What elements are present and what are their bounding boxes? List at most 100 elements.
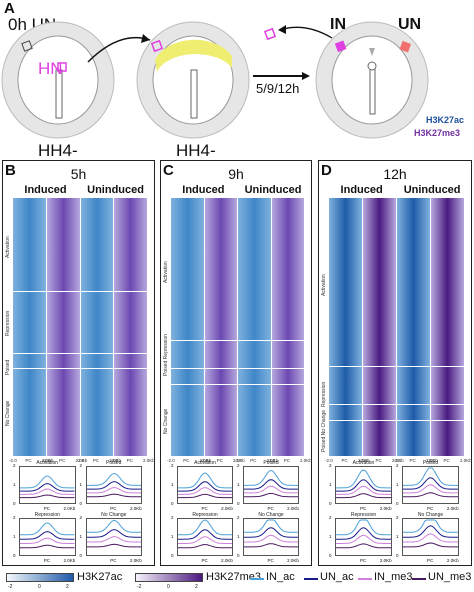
profile-plot-activation: Activation 2 1 0 PC 2.0Kb: [171, 460, 233, 511]
profile-y-tick: 0: [396, 553, 399, 558]
in-label: IN: [330, 16, 346, 33]
profile-curves: [244, 519, 298, 548]
profile-line-in_me3: [403, 533, 458, 543]
group-label: Repression: [5, 310, 11, 336]
axis-tick-label: 2.0Kb: [358, 458, 370, 463]
profile-curves: [244, 469, 298, 498]
profile-line-un_me3: [336, 543, 391, 549]
profile-line-un_ac: [336, 479, 391, 492]
profile-line-in_me3: [244, 485, 298, 494]
group-label: Activation: [5, 236, 11, 259]
profile-curves: [403, 519, 458, 548]
embryo-left: [1, 21, 115, 139]
heatmap-column-ac-induced: [171, 198, 204, 456]
profile-line-un_ac: [403, 525, 458, 538]
heatmap-column-me3-uninduced: [114, 198, 147, 456]
profile-curves: [86, 472, 141, 498]
profile-plot-title: Poised: [422, 460, 439, 466]
profile-line-in_me3: [336, 534, 391, 544]
axis-tick-label: 2.0Kb: [41, 458, 54, 463]
group-label: Activation: [163, 261, 169, 283]
axis-tick-label: 2.0Kb: [392, 458, 404, 463]
group-label: No Change: [163, 408, 169, 434]
hn-label: HN: [38, 59, 63, 78]
axis-tick-label: PC: [250, 458, 257, 463]
heatmap-column-me3-uninduced: [271, 198, 304, 456]
profile-plot-repression: Repression 2 1 0 PC 2.0Kb: [171, 512, 233, 563]
group-separator: [171, 339, 204, 341]
profile-y-tick: 1: [329, 534, 332, 539]
profile-x-tick: 2.0Kb: [379, 506, 392, 511]
profile-curves: [86, 519, 141, 548]
legend-swatch-in_ac: [250, 578, 264, 580]
profile-plot-title: Repression: [350, 512, 377, 518]
axis-tick-label: -2.0: [42, 458, 51, 463]
group-separator: [13, 290, 46, 292]
profile-curves: [20, 522, 75, 549]
group-label: Poised Repression: [163, 333, 169, 376]
profile-plot-title: Activation: [36, 460, 59, 466]
profile-x-tick: 2.0Kb: [287, 506, 299, 511]
profile-plot-title: Poised: [106, 460, 122, 466]
profile-plot-title: No Change: [417, 512, 444, 518]
axis-tick-label: -2.0: [393, 458, 401, 463]
profile-line-in_ac: [336, 469, 391, 489]
group-separator: [204, 383, 237, 385]
profile-x-tick: PC: [267, 506, 274, 511]
profile-line-in_me3: [20, 488, 75, 495]
axis-tick-label: 2.0Kb: [300, 458, 312, 463]
profile-x-tick: 2.0Kb: [130, 506, 142, 511]
profile-line-in_ac: [86, 519, 141, 533]
profile-plot-title: Repression: [34, 512, 60, 518]
group-separator: [238, 368, 271, 370]
profile-plot-title: No Change: [101, 512, 127, 518]
group-separator: [204, 368, 237, 370]
profile-line-in_me3: [336, 485, 391, 495]
axis-tick-label: PC: [443, 458, 450, 463]
profile-curves: [178, 519, 232, 549]
un-label: UN: [398, 16, 422, 33]
profile-y-tick: 1: [79, 482, 83, 487]
profile-line-un_ac: [403, 477, 458, 490]
mark-ac-label: H3K27ac: [426, 115, 465, 125]
profile-line-in_me3: [86, 536, 141, 543]
profile-x-tick: PC: [267, 558, 274, 563]
profile-y-tick: 1: [13, 534, 16, 539]
profile-x-tick: PC: [43, 558, 50, 563]
me3-colorbar: [135, 573, 203, 582]
profile-line-in_ac: [20, 522, 75, 536]
profile-line-un_me3: [86, 543, 141, 548]
time-point-label: 9h: [228, 166, 244, 182]
profile-y-tick: 0: [13, 501, 16, 506]
uninduced-header: Uninduced: [403, 184, 461, 196]
profile-curves: [336, 519, 391, 549]
profile-line-in_me3: [403, 484, 458, 494]
group-separator: [171, 368, 204, 370]
me3-scale-min: -2: [137, 584, 142, 590]
profile-line-un_me3: [403, 542, 458, 548]
me3-scale-mid: 0: [167, 584, 170, 590]
profile-line-un_ac: [20, 531, 75, 540]
group-label: Poised: [5, 359, 11, 375]
panel-letter-b: B: [5, 162, 16, 179]
group-separator: [397, 404, 430, 406]
group-separator: [363, 419, 396, 421]
profile-plot-title: Poised: [263, 460, 279, 466]
profile-x-tick: 2.0Kb: [379, 558, 392, 563]
panel-letter-a: A: [4, 0, 15, 17]
profile-line-un_me3: [20, 494, 75, 499]
profile-curves: [336, 469, 391, 499]
heatmap-column-ac-uninduced: [397, 198, 430, 456]
group-label: Activation: [321, 274, 327, 296]
axis-tick-label: 2.0Kb: [233, 458, 245, 463]
axis-tick-label: PC: [341, 458, 348, 463]
group-separator: [80, 368, 114, 370]
group-separator: [13, 352, 46, 354]
group-separator: [363, 365, 396, 367]
group-separator: [46, 368, 80, 370]
panel-letter-c: C: [163, 162, 174, 179]
group-separator: [114, 290, 147, 292]
profile-line-in_me3: [178, 487, 232, 495]
profile-plot-title: Repression: [192, 512, 218, 518]
axis-tick-label: -2.0: [110, 458, 119, 463]
